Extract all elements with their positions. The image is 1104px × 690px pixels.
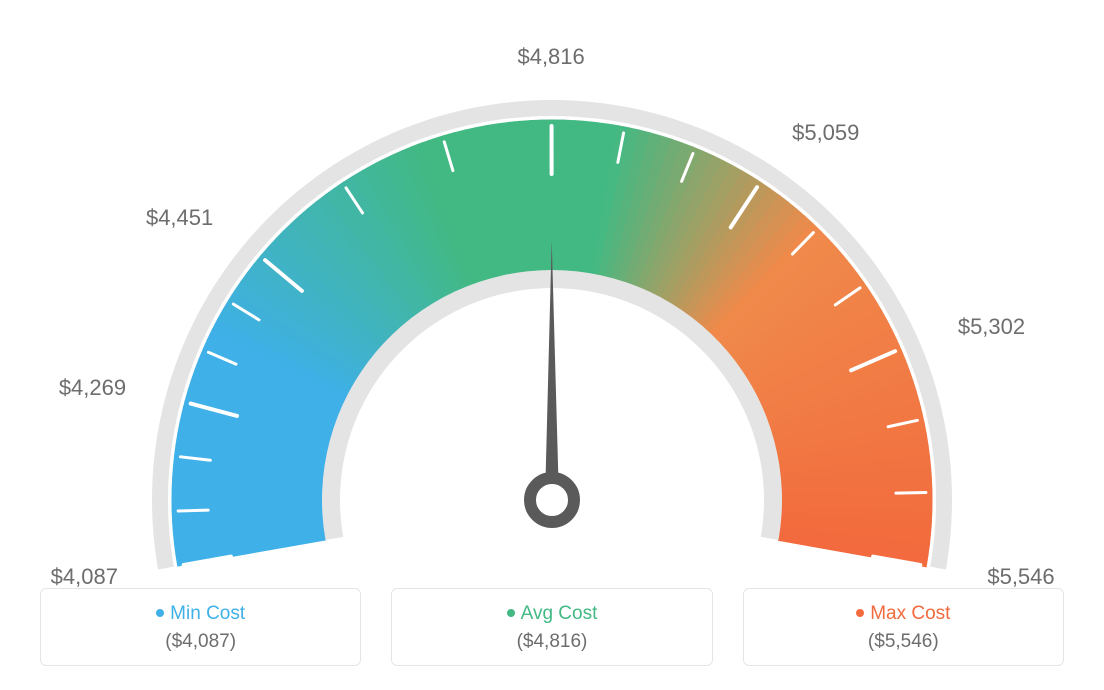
avg-cost-title: Avg Cost <box>392 603 711 625</box>
min-cost-value: ($4,087) <box>41 631 360 653</box>
max-cost-title: Max Cost <box>744 603 1063 625</box>
gauge-tick-label: $4,451 <box>146 205 213 231</box>
avg-cost-card: Avg Cost ($4,816) <box>391 588 712 666</box>
gauge-svg <box>0 30 1104 590</box>
gauge-tick-label: $5,059 <box>792 120 859 146</box>
min-dot-icon <box>156 609 164 617</box>
max-cost-value: ($5,546) <box>744 631 1063 653</box>
gauge-tick-label: $4,816 <box>517 44 584 70</box>
max-dot-icon <box>856 609 864 617</box>
summary-cards: Min Cost ($4,087) Avg Cost ($4,816) Max … <box>40 588 1064 666</box>
gauge-tick-label: $4,269 <box>59 375 126 401</box>
gauge-tick-label: $5,302 <box>958 314 1025 340</box>
avg-cost-value: ($4,816) <box>392 631 711 653</box>
min-cost-title-text: Min Cost <box>170 603 245 624</box>
cost-gauge: $4,087$4,269$4,451$4,816$5,059$5,302$5,5… <box>0 0 1104 570</box>
max-cost-card: Max Cost ($5,546) <box>743 588 1064 666</box>
min-cost-card: Min Cost ($4,087) <box>40 588 361 666</box>
max-cost-title-text: Max Cost <box>870 603 950 624</box>
avg-cost-title-text: Avg Cost <box>521 603 598 624</box>
gauge-tick-label: $5,546 <box>987 564 1054 590</box>
avg-dot-icon <box>507 609 515 617</box>
gauge-tick-label: $4,087 <box>51 564 118 590</box>
min-cost-title: Min Cost <box>41 603 360 625</box>
